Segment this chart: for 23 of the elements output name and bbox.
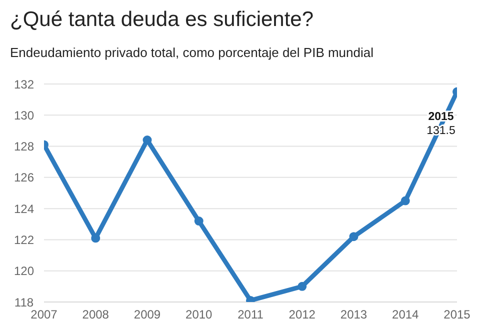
y-tick-label: 130 [14, 108, 34, 122]
point [194, 216, 204, 226]
y-tick-label: 124 [14, 202, 34, 216]
point [400, 196, 410, 206]
x-tick-label: 2011 [238, 308, 264, 322]
x-tick-label: 2008 [82, 308, 110, 322]
y-tick-label: 120 [14, 264, 34, 278]
x-tick-label: 2014 [392, 308, 420, 322]
point [298, 282, 307, 291]
point [349, 232, 358, 242]
x-tick-label: 2012 [288, 308, 316, 322]
x-tick-label: 2010 [186, 308, 213, 322]
chart-subtitle: Endeudamiento privado total, como porcentaje del PIB mundial [10, 45, 374, 60]
x-tick-label: 2007 [30, 308, 58, 322]
y-tick-label: 118 [14, 295, 34, 310]
y-tick-label: 128 [14, 140, 34, 154]
x-tick-label: 2009 [134, 308, 161, 322]
x-tick-label: 2015 [444, 308, 471, 322]
y-tick-label: 122 [14, 232, 34, 247]
y-tick-label: 126 [14, 170, 34, 185]
chart-title: ¿Qué tanta deuda es suficiente? [10, 8, 314, 32]
x-tick-label: 2013 [340, 308, 368, 322]
y-tick-label: 132 [14, 77, 34, 92]
